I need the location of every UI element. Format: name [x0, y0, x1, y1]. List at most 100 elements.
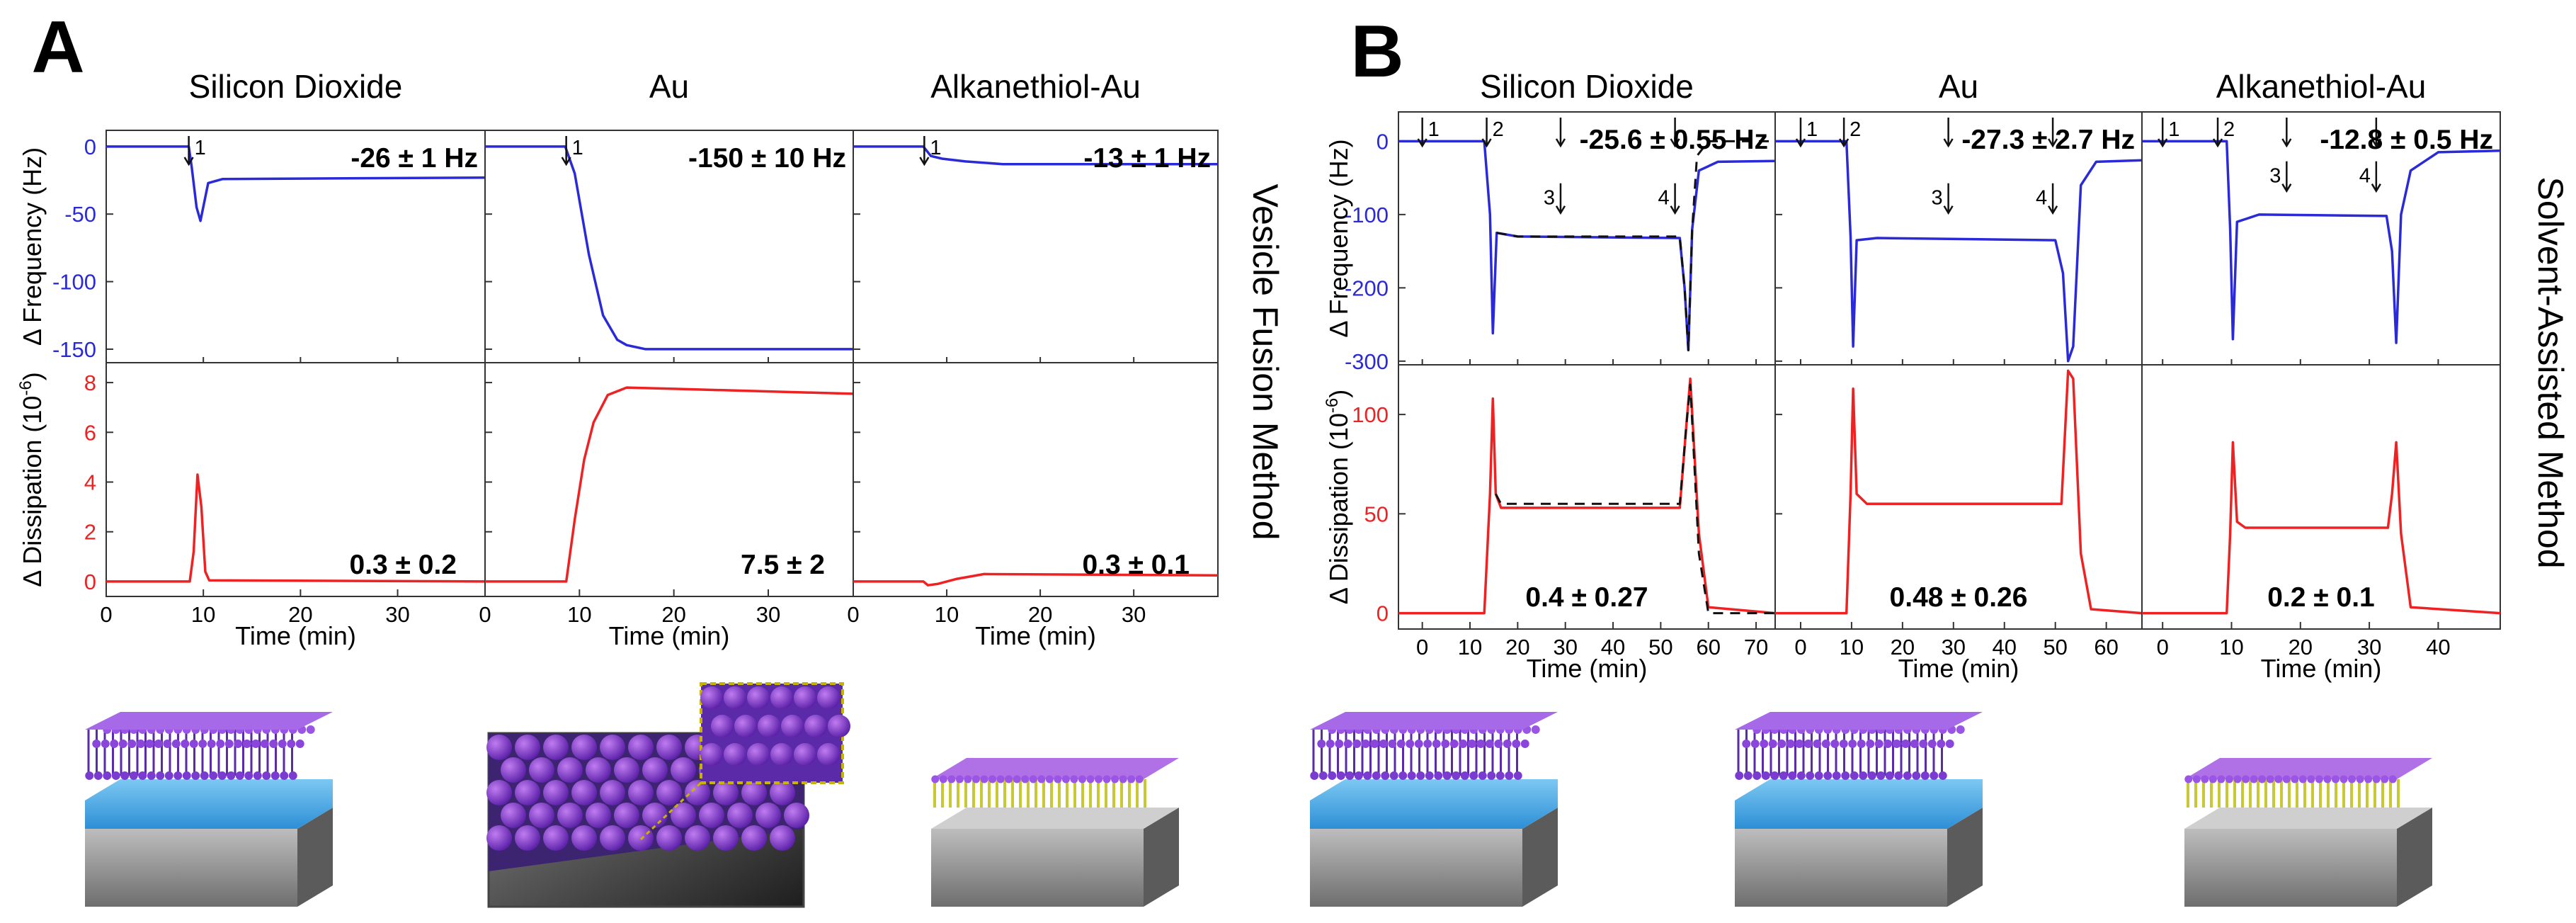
- x-tick-label: 60: [1696, 635, 1720, 659]
- slab-front: [85, 829, 297, 907]
- y-tick-label: 0: [1377, 601, 1389, 626]
- frequency-axis-label: Δ Frequency (Hz): [1324, 139, 1353, 337]
- lipid-head: [136, 740, 145, 748]
- marker-arrowhead: [1795, 138, 1806, 148]
- inset-vesicle: [794, 743, 816, 766]
- bilayer-top: [1310, 712, 1558, 730]
- marker-label: 2: [2223, 118, 2235, 141]
- y-tick-label: -100: [52, 270, 96, 295]
- adsorbed-vesicle: [543, 825, 569, 851]
- adsorbed-vesicle: [600, 825, 625, 851]
- inset-vesicle: [794, 686, 816, 709]
- y-tick-label: 2: [84, 520, 96, 545]
- lipid-head: [1920, 771, 1930, 780]
- lipid-head: [2323, 775, 2332, 783]
- lipid-head: [1379, 740, 1388, 748]
- dissipation-axis-label-text: Δ Dissipation (10: [18, 396, 47, 587]
- lipid-head: [1841, 771, 1850, 780]
- x-tick-label: 30: [756, 602, 780, 627]
- lipid-head: [996, 775, 1005, 783]
- lipid-head: [2274, 775, 2283, 783]
- inset-vesicle: [770, 686, 793, 709]
- chart-title: Silicon Dioxide: [1480, 68, 1694, 105]
- x-tick-label: 30: [1553, 635, 1577, 659]
- lipid-head: [1361, 740, 1370, 748]
- adsorbed-vesicle: [515, 825, 540, 851]
- adsorbed-vesicle: [756, 803, 781, 828]
- adsorbed-vesicle: [784, 803, 809, 828]
- marker-label: 3: [1931, 187, 1942, 210]
- slab-side: [1144, 808, 1179, 907]
- lipid-head: [1070, 775, 1078, 783]
- lipid-head: [2348, 775, 2356, 783]
- x-tick-label: 10: [2219, 635, 2243, 659]
- y-tick-label: 100: [1352, 402, 1389, 427]
- chart-B-3: [2141, 111, 2501, 630]
- marker-arrowhead: [2212, 138, 2223, 148]
- lipid-head: [1806, 771, 1815, 780]
- marker-label: 3: [1544, 187, 1555, 210]
- lipid-head: [1937, 740, 1946, 748]
- lipid-head: [1343, 740, 1352, 748]
- chart-title: Alkanethiol-Au: [2216, 68, 2427, 105]
- lipid-head: [127, 740, 137, 748]
- marker-arrowhead: [1839, 138, 1850, 148]
- lipid-head: [1830, 740, 1840, 748]
- adsorbed-vesicle: [741, 825, 767, 851]
- lipid-head: [980, 775, 988, 783]
- lipid-head: [1885, 771, 1894, 780]
- dissipation-frame: [2141, 364, 2501, 630]
- lipid-head: [129, 771, 138, 780]
- marker-label: 2: [1493, 118, 1504, 141]
- lipid-head: [1389, 771, 1398, 780]
- lipid-head: [1328, 771, 1337, 780]
- marker-label: 4: [1658, 187, 1669, 210]
- lipid-head: [1513, 771, 1522, 780]
- lipid-head: [138, 771, 147, 780]
- lipid-head: [1336, 771, 1345, 780]
- lipid-head: [1760, 740, 1769, 748]
- adsorbed-vesicle: [586, 757, 611, 783]
- bilayer-top: [1735, 712, 1983, 730]
- chart-A-3: [853, 130, 1219, 597]
- adsorbed-vesicle: [671, 803, 696, 828]
- adsorbed-vesicle: [586, 803, 611, 828]
- lipid-head: [1135, 775, 1144, 783]
- lipid-head: [2388, 775, 2397, 783]
- x-tick-label: 40: [1601, 635, 1625, 659]
- lipid-head: [1005, 775, 1013, 783]
- lipid-head: [101, 740, 110, 748]
- dissipation-shift-value: 0.3 ± 0.1: [1082, 550, 1190, 580]
- frequency-series: [2142, 140, 2501, 344]
- lipid-head: [145, 740, 154, 748]
- lipid-head: [189, 740, 198, 748]
- x-tick-label: 0: [100, 602, 112, 627]
- lipid-head: [1013, 775, 1021, 783]
- adsorbed-vesicle: [515, 780, 540, 805]
- lipid-head: [1370, 740, 1379, 748]
- lipid-head: [1867, 771, 1876, 780]
- lipid-head: [1786, 740, 1795, 748]
- adsorbed-vesicle: [741, 780, 767, 805]
- marker-arrowhead: [1943, 205, 1954, 215]
- lipid-head: [1432, 740, 1441, 748]
- adsorbed-vesicle: [656, 780, 682, 805]
- x-tick-label: 40: [2426, 635, 2450, 659]
- substrate-top: [931, 808, 1179, 829]
- adsorbed-vesicle: [529, 757, 554, 783]
- x-tick-label: 10: [1458, 635, 1482, 659]
- lipid-head: [1335, 740, 1344, 748]
- inset-vesicle: [724, 686, 746, 709]
- inset-vesicle: [781, 715, 804, 737]
- lipid-head: [1476, 740, 1486, 748]
- marker-arrowhead: [1555, 138, 1566, 148]
- lipid-head: [1903, 771, 1912, 780]
- lipid-head: [1743, 771, 1753, 780]
- illustration-alkanethiol-monolayer-b: [2184, 758, 2432, 907]
- water-layer: [1310, 779, 1558, 829]
- lipid-head: [103, 771, 112, 780]
- marker-label: 1: [572, 137, 583, 159]
- lipid-head: [1859, 771, 1868, 780]
- lipid-head: [1848, 740, 1857, 748]
- lipid-head: [110, 740, 119, 748]
